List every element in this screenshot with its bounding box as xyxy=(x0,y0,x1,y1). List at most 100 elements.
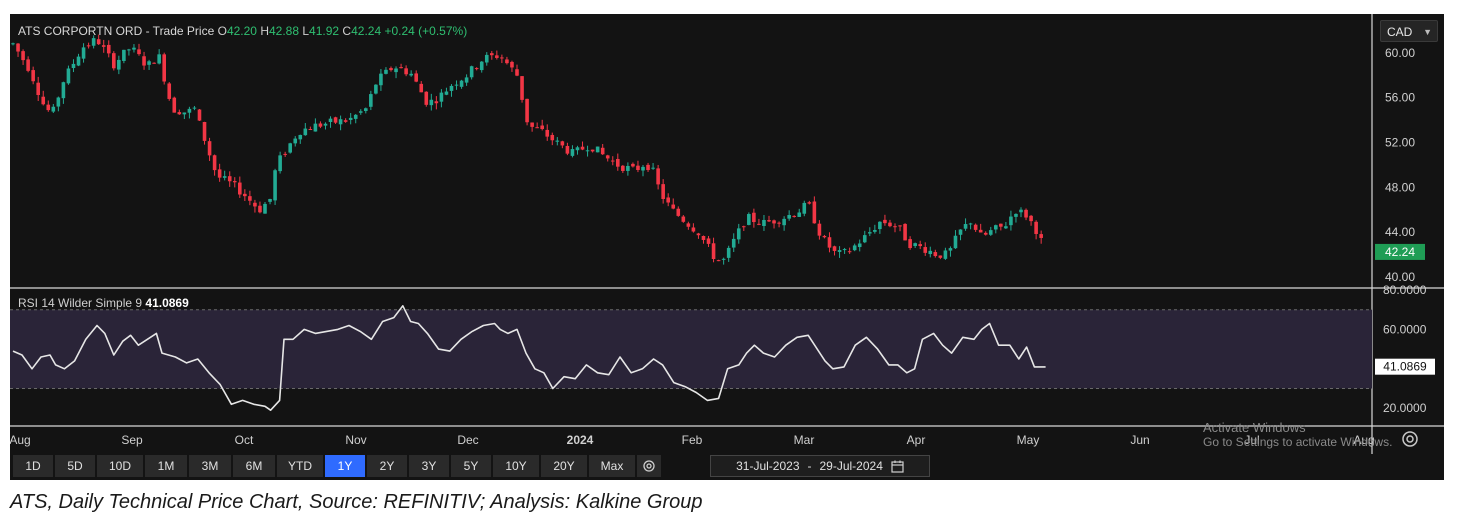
candle-body xyxy=(389,68,393,71)
candle-body xyxy=(626,165,630,171)
candle-body xyxy=(731,238,736,248)
candle-body xyxy=(197,109,202,121)
range-button-5d[interactable]: 5D xyxy=(55,455,95,477)
range-button-10y[interactable]: 10Y xyxy=(493,455,539,477)
candle-body xyxy=(112,53,116,69)
ohlc-o-label: O xyxy=(218,24,227,38)
candle-body xyxy=(691,227,696,232)
price-tick-label: 56.00 xyxy=(1385,91,1415,105)
candle-body xyxy=(222,176,227,178)
candle-body xyxy=(399,67,403,69)
candle-body xyxy=(878,221,882,230)
candle-body xyxy=(41,96,46,105)
candle-body xyxy=(333,117,338,123)
rsi-last-badge xyxy=(1375,358,1435,375)
rsi-tick-label: 60.0000 xyxy=(1383,322,1427,336)
range-button-3y[interactable]: 3Y xyxy=(409,455,449,477)
price-tick-label: 40.00 xyxy=(1385,270,1415,284)
date-range-picker[interactable]: 31-Jul-2023 - 29-Jul-2024 xyxy=(710,455,930,477)
range-button-5y[interactable]: 5Y xyxy=(451,455,491,477)
candle-body xyxy=(832,246,837,251)
range-button-1y[interactable]: 1Y xyxy=(325,455,365,477)
candle-body xyxy=(253,202,257,207)
candle-body xyxy=(827,237,832,248)
candle-body xyxy=(943,250,948,259)
candle-body xyxy=(11,43,15,45)
candle-body xyxy=(711,243,716,260)
range-button-ytd[interactable]: YTD xyxy=(277,455,323,477)
rsi-tick-label: 80.0000 xyxy=(1383,283,1427,297)
range-toolbar: 1D 5D 10D 1M 3M 6M YTD 1Y 2Y 3Y 5Y 10Y 20Y Max xyxy=(13,455,661,477)
candle-body xyxy=(439,92,444,102)
candle-body xyxy=(384,69,388,74)
candle-body xyxy=(21,51,25,61)
ohlc-c-label: C xyxy=(342,24,351,38)
candle-body xyxy=(137,49,141,55)
candle-body xyxy=(938,255,943,258)
candle-body xyxy=(963,224,968,229)
candle-body xyxy=(721,258,726,260)
candle-body xyxy=(1009,216,1013,226)
candle-body xyxy=(122,49,126,61)
candle-body xyxy=(605,155,610,159)
candle-body xyxy=(157,54,161,64)
ohlc-header: ATS CORPORTN ORD - Trade Price O42.20 H4… xyxy=(18,24,467,38)
range-button-1d[interactable]: 1D xyxy=(13,455,53,477)
range-button-1m[interactable]: 1M xyxy=(145,455,187,477)
price-tick-label: 60.00 xyxy=(1385,46,1415,60)
candle-body xyxy=(459,80,464,87)
candle-body xyxy=(31,70,35,82)
candle-body xyxy=(177,112,182,115)
candle-body xyxy=(152,62,156,64)
range-button-10d[interactable]: 10D xyxy=(97,455,143,477)
candle-body xyxy=(973,224,978,230)
candle-body xyxy=(1029,215,1033,222)
candle-body xyxy=(298,134,303,140)
candle-body xyxy=(36,82,40,96)
candle-body xyxy=(232,181,237,183)
candle-body xyxy=(520,76,524,100)
candle-body xyxy=(636,165,640,171)
range-settings-icon[interactable] xyxy=(637,455,661,477)
candle-body xyxy=(469,66,474,78)
figure-caption: ATS, Daily Technical Price Chart, Source… xyxy=(10,491,703,513)
candle-body xyxy=(16,43,20,52)
candle-body xyxy=(71,63,76,69)
candle-body xyxy=(752,212,756,223)
candle-body xyxy=(303,128,308,136)
candle-body xyxy=(812,201,817,224)
range-button-2y[interactable]: 2Y xyxy=(367,455,407,477)
chart-settings-gear-icon[interactable] xyxy=(1400,429,1420,449)
range-button-max[interactable]: Max xyxy=(589,455,635,477)
candle-body xyxy=(238,182,242,195)
candle-body xyxy=(555,140,560,142)
candle-body xyxy=(424,91,429,105)
candle-body xyxy=(842,249,847,251)
candle-body xyxy=(207,141,212,156)
candle-body xyxy=(227,176,232,182)
time-axis-label: Aug xyxy=(10,433,31,447)
candle-body xyxy=(510,61,514,68)
date-range-separator: - xyxy=(807,459,812,473)
candle-body xyxy=(958,229,963,235)
candle-body xyxy=(248,196,252,201)
candle-body xyxy=(1024,209,1028,218)
currency-select[interactable]: CAD ▼ xyxy=(1380,20,1438,42)
candle-body xyxy=(278,155,282,172)
candle-body xyxy=(550,134,555,141)
candle-body xyxy=(696,233,701,236)
candle-body xyxy=(585,150,590,152)
candle-body xyxy=(948,248,953,251)
candle-body xyxy=(81,47,86,59)
ohlc-c-value: 42.24 xyxy=(351,24,384,38)
candle-body xyxy=(772,220,776,224)
candle-body xyxy=(106,44,111,54)
price-chart[interactable]: ATS CORPORTN ORD - Trade Price O42.20 H4… xyxy=(10,14,1444,480)
candle-body xyxy=(888,222,892,227)
rsi-value: 41.0869 xyxy=(145,296,189,310)
candle-body xyxy=(787,215,791,219)
candle-body xyxy=(999,223,1003,227)
range-button-20y[interactable]: 20Y xyxy=(541,455,587,477)
range-button-6m[interactable]: 6M xyxy=(233,455,275,477)
range-button-3m[interactable]: 3M xyxy=(189,455,231,477)
